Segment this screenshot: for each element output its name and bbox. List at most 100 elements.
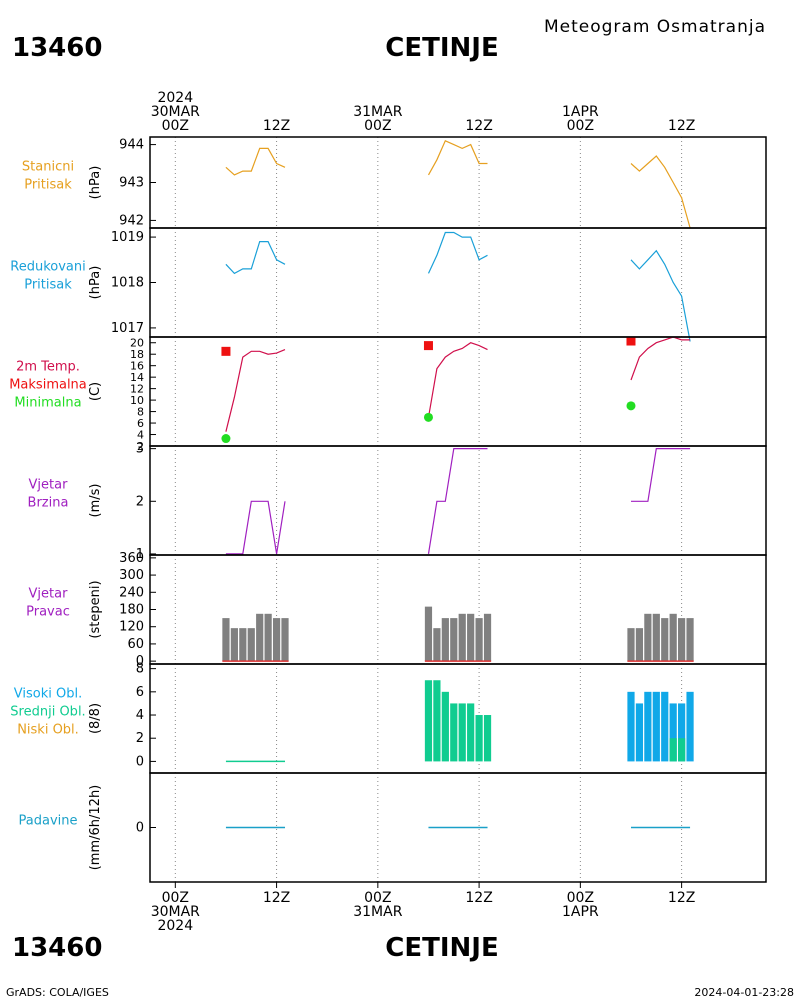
y-tick-label: 6 [136, 685, 144, 700]
station-name-bottom: CETINJE [385, 933, 498, 963]
panel-label: Visoki Obl. [14, 687, 82, 702]
y-tick-label: 180 [119, 603, 144, 618]
y-tick-label: 943 [119, 176, 144, 191]
max-temp-marker [626, 336, 636, 346]
y-tick-label: 2 [136, 494, 144, 509]
y-tick-label: 1019 [111, 230, 144, 245]
y-tick-label: 8 [137, 406, 144, 419]
series-line [630, 155, 691, 229]
y-tick-label: 6 [137, 417, 144, 430]
wind-direction-bar [441, 618, 449, 662]
wind-direction-bar [678, 618, 686, 662]
y-tick-label: 0 [136, 821, 144, 836]
cloud-bar-mid [467, 703, 475, 762]
wind-direction-bar [661, 618, 669, 662]
series-line [225, 500, 286, 555]
y-axis-label: (hPa) [88, 266, 103, 300]
wind-direction-bar [239, 628, 247, 662]
chart-panels: Stanicni Pritisak (hPa) 942 943 944 Redukovani… [9, 136, 767, 883]
time-label-top: 1APR [562, 104, 599, 120]
wind-direction-bar [222, 618, 230, 662]
wind-direction-bar [686, 618, 694, 662]
time-label-top: 00Z [567, 118, 594, 134]
y-tick-label: 0 [136, 754, 144, 769]
wind-direction-bar [281, 618, 289, 662]
y-tick-label: 4 [136, 708, 144, 723]
series-line [225, 241, 286, 275]
wind-direction-bar [230, 628, 238, 662]
y-axis-label: (8/8) [88, 703, 103, 734]
time-label-top: 31MAR [353, 104, 402, 120]
y-tick-label: 10 [130, 394, 144, 407]
panel-label: Padavine [19, 814, 78, 829]
wind-direction-bar [467, 613, 475, 662]
y-tick-label: 2 [136, 731, 144, 746]
wind-direction-bar [483, 613, 492, 662]
time-label-top: 30MAR [151, 104, 200, 120]
y-tick-label: 20 [130, 337, 144, 350]
time-label-bottom: 12Z [668, 890, 695, 906]
wind-direction-bar [450, 618, 458, 662]
wind-direction-bar [433, 628, 441, 662]
cloud-bar-mid [441, 691, 449, 762]
y-tick-label: 240 [119, 585, 144, 600]
cloud-bar-mid [678, 738, 686, 762]
time-label-bottom: 31MAR [353, 904, 402, 920]
panel-reduced-pressure: Redukovani Pritisak (hPa) 1017 1018 1019 [10, 227, 767, 342]
series-line [427, 231, 488, 274]
series-line [630, 249, 691, 342]
y-tick-label: 4 [137, 429, 144, 442]
y-tick-label: 300 [119, 568, 144, 583]
wind-direction-bar [669, 613, 677, 662]
wind-direction-bar [458, 613, 466, 662]
panel-label: 2m Temp. [16, 360, 80, 375]
min-temp-marker [423, 412, 433, 422]
cloud-bar-high [644, 691, 652, 762]
panel-label: Redukovani [10, 260, 85, 275]
time-label-bottom: 12Z [465, 890, 492, 906]
wind-direction-bar [264, 613, 272, 662]
panel-label: Brzina [28, 496, 69, 511]
series-line [427, 342, 488, 418]
wind-direction-bar [627, 628, 635, 662]
y-tick-label: 14 [130, 371, 144, 384]
y-axis-label: (mm/6h/12h) [88, 785, 103, 871]
max-temp-marker [221, 346, 231, 356]
series-line [225, 349, 286, 432]
cloud-bar-mid [458, 703, 466, 762]
panel-label: Niski Obl. [17, 723, 79, 738]
station-id-top: 13460 [12, 33, 102, 63]
min-temp-marker [221, 434, 231, 444]
time-label-bottom: 1APR [562, 904, 599, 920]
station-name-top: CETINJE [385, 33, 498, 63]
time-label-bottom: 2024 [157, 918, 193, 934]
cloud-bar-mid [433, 680, 441, 762]
y-tick-label: 360 [119, 551, 144, 566]
y-axis-label: (stepeni) [88, 580, 103, 638]
credit-text: GrADS: COLA/IGES [6, 986, 109, 999]
series-line [631, 448, 691, 502]
cloud-bar-high [627, 691, 635, 762]
series-line [630, 336, 691, 381]
time-label-top: 00Z [364, 118, 391, 134]
panel-label: Vjetar [29, 478, 69, 493]
y-tick-label: 1018 [111, 276, 144, 291]
y-tick-label: 942 [119, 213, 144, 228]
y-tick-label: 1017 [111, 321, 144, 336]
cloud-bar-mid [424, 680, 433, 762]
time-label-bottom: 00Z [567, 890, 594, 906]
wind-direction-bar [652, 613, 660, 662]
panel-label: Pritisak [24, 178, 72, 193]
panel-wind-direction: Vjetar Pravac (stepeni) 0 60 120 180 240 300 360 [26, 551, 767, 669]
panel-station-pressure: Stanicni Pritisak (hPa) 942 943 944 [22, 136, 767, 229]
panel-label: Pravac [26, 605, 70, 620]
y-tick-label: 16 [130, 360, 144, 373]
wind-direction-bar [635, 628, 644, 662]
panel-label: Srednji Obl. [10, 705, 85, 720]
series-line [225, 147, 286, 176]
panel-label: Stanicni [22, 160, 74, 175]
wind-direction-bar [424, 606, 433, 662]
